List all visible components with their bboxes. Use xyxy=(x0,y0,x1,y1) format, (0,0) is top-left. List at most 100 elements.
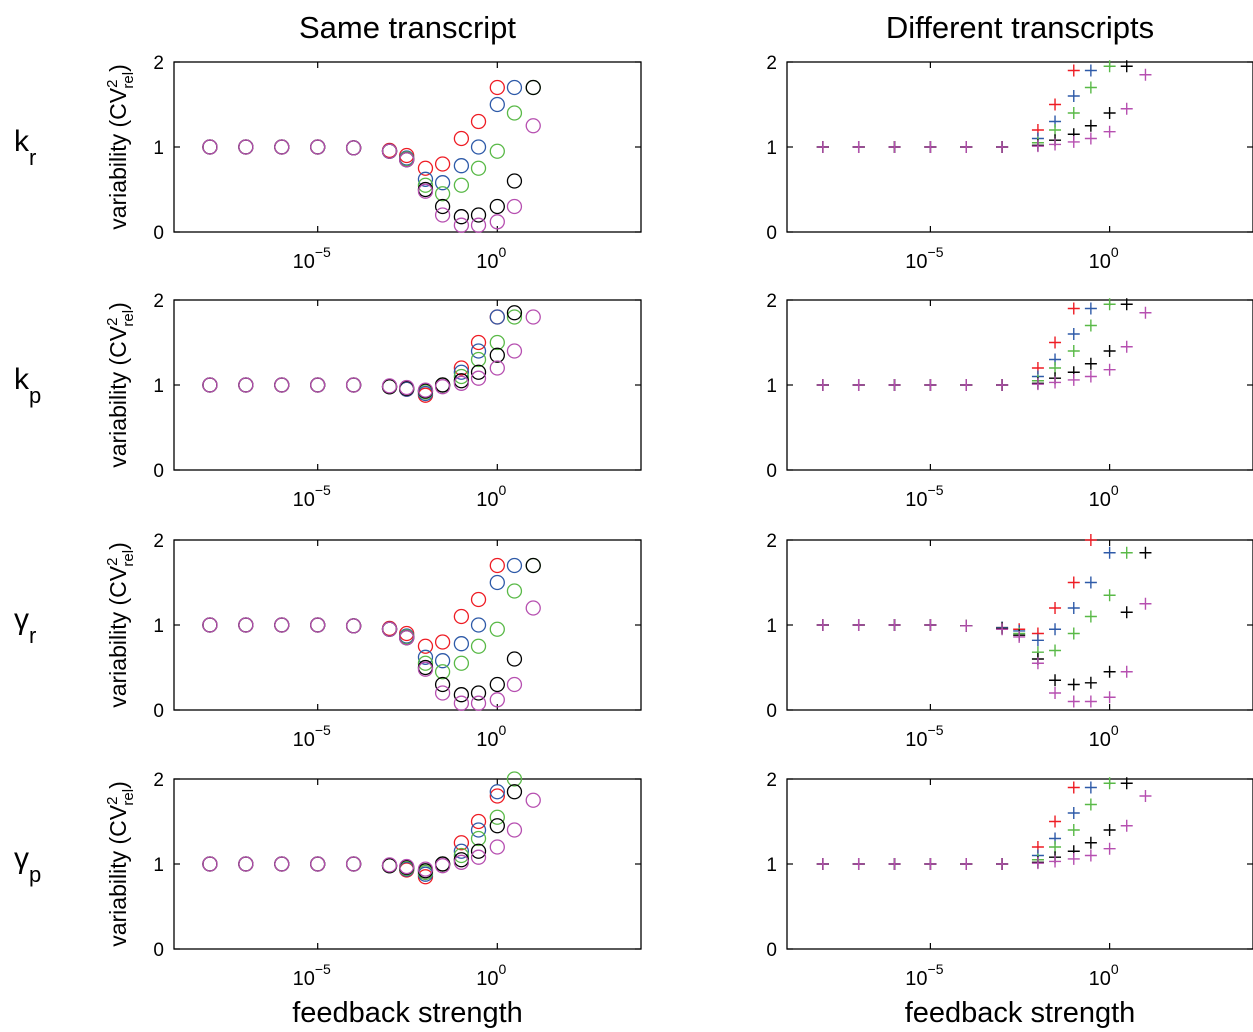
y-tick-label: 2 xyxy=(766,770,777,791)
y-axis-label: variability (CV2rel) xyxy=(104,781,137,947)
axes-box xyxy=(173,539,642,711)
data-point xyxy=(238,377,254,393)
data-point xyxy=(453,655,470,671)
data-point xyxy=(1067,627,1080,640)
series-4 xyxy=(816,790,1152,870)
x-tick-base: 10 xyxy=(476,489,498,511)
data-point xyxy=(238,856,254,872)
row-label-symbol: k xyxy=(14,363,30,396)
data-point xyxy=(1049,815,1062,828)
y-tick-label: 1 xyxy=(153,855,164,876)
data-point xyxy=(453,177,470,193)
data-point xyxy=(434,175,451,191)
data-point xyxy=(434,664,451,680)
data-point xyxy=(1067,824,1080,836)
x-tick-base: 10 xyxy=(476,729,498,751)
series-3 xyxy=(816,546,1152,691)
data-point xyxy=(434,198,451,215)
y-axis-label: variability (CV2rel) xyxy=(104,64,137,230)
data-point xyxy=(852,141,865,153)
data-point xyxy=(888,858,901,870)
y-tick-label: 0 xyxy=(153,701,164,722)
data-point xyxy=(996,623,1009,636)
data-point xyxy=(1084,81,1097,94)
data-point xyxy=(434,207,451,223)
data-point xyxy=(489,143,505,159)
y-axis-label: variability (CV2rel) xyxy=(104,302,137,468)
series-0 xyxy=(816,64,1080,153)
data-point xyxy=(525,792,541,808)
data-point xyxy=(381,143,398,159)
data-point xyxy=(924,141,937,153)
y-tick-label: 0 xyxy=(766,461,777,482)
y-axis-label-text: variability (CV xyxy=(105,87,131,230)
data-point xyxy=(1084,836,1097,849)
y-tick-label: 1 xyxy=(153,616,164,637)
data-point xyxy=(1103,60,1116,73)
series-0 xyxy=(816,302,1080,391)
data-point xyxy=(470,830,487,847)
data-point xyxy=(1139,68,1152,81)
data-point xyxy=(274,377,290,393)
series-2 xyxy=(816,298,1116,391)
data-point xyxy=(888,619,901,631)
data-point xyxy=(489,360,505,376)
data-point xyxy=(506,676,523,693)
data-point xyxy=(960,858,973,870)
data-point xyxy=(1103,363,1116,376)
data-point xyxy=(470,351,487,368)
data-point xyxy=(1031,378,1044,391)
data-point xyxy=(399,379,415,396)
data-point xyxy=(417,638,434,654)
axes-box xyxy=(173,299,642,471)
y-axis-label-text: variability (CV xyxy=(105,325,131,468)
y-tick-label: 2 xyxy=(766,531,777,552)
x-tick-label: 100 xyxy=(476,722,506,751)
x-tick-base: 10 xyxy=(905,729,927,751)
data-point xyxy=(202,856,218,872)
data-point xyxy=(1103,777,1116,790)
data-point xyxy=(470,139,487,155)
data-point xyxy=(345,856,362,872)
data-point xyxy=(489,347,505,363)
x-tick-exponent: −5 xyxy=(315,244,331,260)
x-tick-exponent: 0 xyxy=(1111,482,1119,498)
x-tick-label: 100 xyxy=(1089,722,1119,751)
data-point xyxy=(888,379,901,391)
data-point xyxy=(470,813,487,830)
data-point xyxy=(525,309,541,325)
x-tick-label: 10−5 xyxy=(293,244,331,273)
data-point xyxy=(1103,691,1116,704)
row-label-subscript: r xyxy=(29,145,36,170)
data-point xyxy=(453,375,470,391)
data-point xyxy=(1103,298,1116,311)
data-point xyxy=(489,839,505,855)
data-point xyxy=(1067,328,1080,340)
series-0 xyxy=(202,557,505,654)
data-point xyxy=(1084,357,1097,370)
y-axis-label-sub: rel xyxy=(120,550,137,567)
data-point xyxy=(996,379,1009,391)
x-tick-exponent: 0 xyxy=(1111,244,1119,260)
x-tick-label: 100 xyxy=(476,244,506,273)
x-tick-label: 10−5 xyxy=(905,244,943,273)
data-point xyxy=(310,139,326,155)
data-point xyxy=(1103,824,1116,836)
x-tick-label: 100 xyxy=(476,961,506,990)
data-point xyxy=(852,619,865,631)
data-point xyxy=(1049,124,1062,136)
y-tick-label: 0 xyxy=(153,223,164,244)
row-label-subscript: r xyxy=(29,623,36,648)
data-point xyxy=(1049,602,1062,614)
y-tick-label: 1 xyxy=(153,376,164,397)
x-tick-base: 10 xyxy=(1089,251,1111,273)
data-point xyxy=(1084,302,1097,315)
y-axis-label-sub: rel xyxy=(120,310,137,327)
series-4 xyxy=(816,597,1152,708)
data-point xyxy=(1139,546,1152,559)
data-point xyxy=(1084,781,1097,794)
x-tick-base: 10 xyxy=(293,729,315,751)
data-point xyxy=(1067,107,1080,119)
